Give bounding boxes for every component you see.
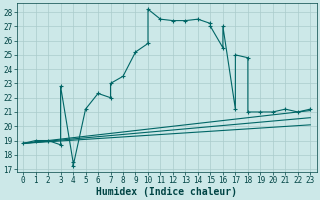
X-axis label: Humidex (Indice chaleur): Humidex (Indice chaleur) <box>96 186 237 197</box>
